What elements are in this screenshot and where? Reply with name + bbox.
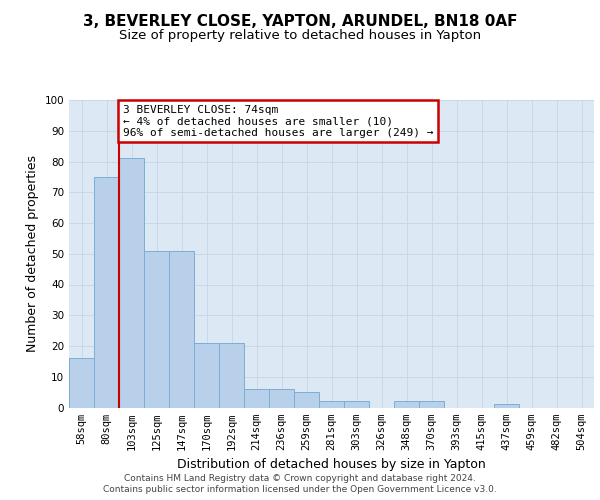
Bar	[344, 402, 369, 407]
Bar	[194, 343, 219, 407]
Bar	[269, 389, 294, 407]
Bar	[219, 343, 244, 407]
Bar	[119, 158, 144, 408]
Y-axis label: Number of detached properties: Number of detached properties	[26, 155, 39, 352]
Bar	[244, 389, 269, 407]
Text: Size of property relative to detached houses in Yapton: Size of property relative to detached ho…	[119, 30, 481, 43]
Bar	[169, 250, 194, 408]
Bar	[319, 402, 344, 407]
Text: 3, BEVERLEY CLOSE, YAPTON, ARUNDEL, BN18 0AF: 3, BEVERLEY CLOSE, YAPTON, ARUNDEL, BN18…	[83, 14, 517, 28]
Bar	[94, 177, 119, 408]
Bar	[419, 402, 444, 407]
Bar	[144, 250, 169, 408]
Bar	[494, 404, 519, 407]
Text: Contains HM Land Registry data © Crown copyright and database right 2024.
Contai: Contains HM Land Registry data © Crown c…	[103, 474, 497, 494]
X-axis label: Distribution of detached houses by size in Yapton: Distribution of detached houses by size …	[177, 458, 486, 471]
Bar	[69, 358, 94, 408]
Bar	[394, 402, 419, 407]
Text: 3 BEVERLEY CLOSE: 74sqm
← 4% of detached houses are smaller (10)
96% of semi-det: 3 BEVERLEY CLOSE: 74sqm ← 4% of detached…	[123, 104, 433, 138]
Bar	[294, 392, 319, 407]
